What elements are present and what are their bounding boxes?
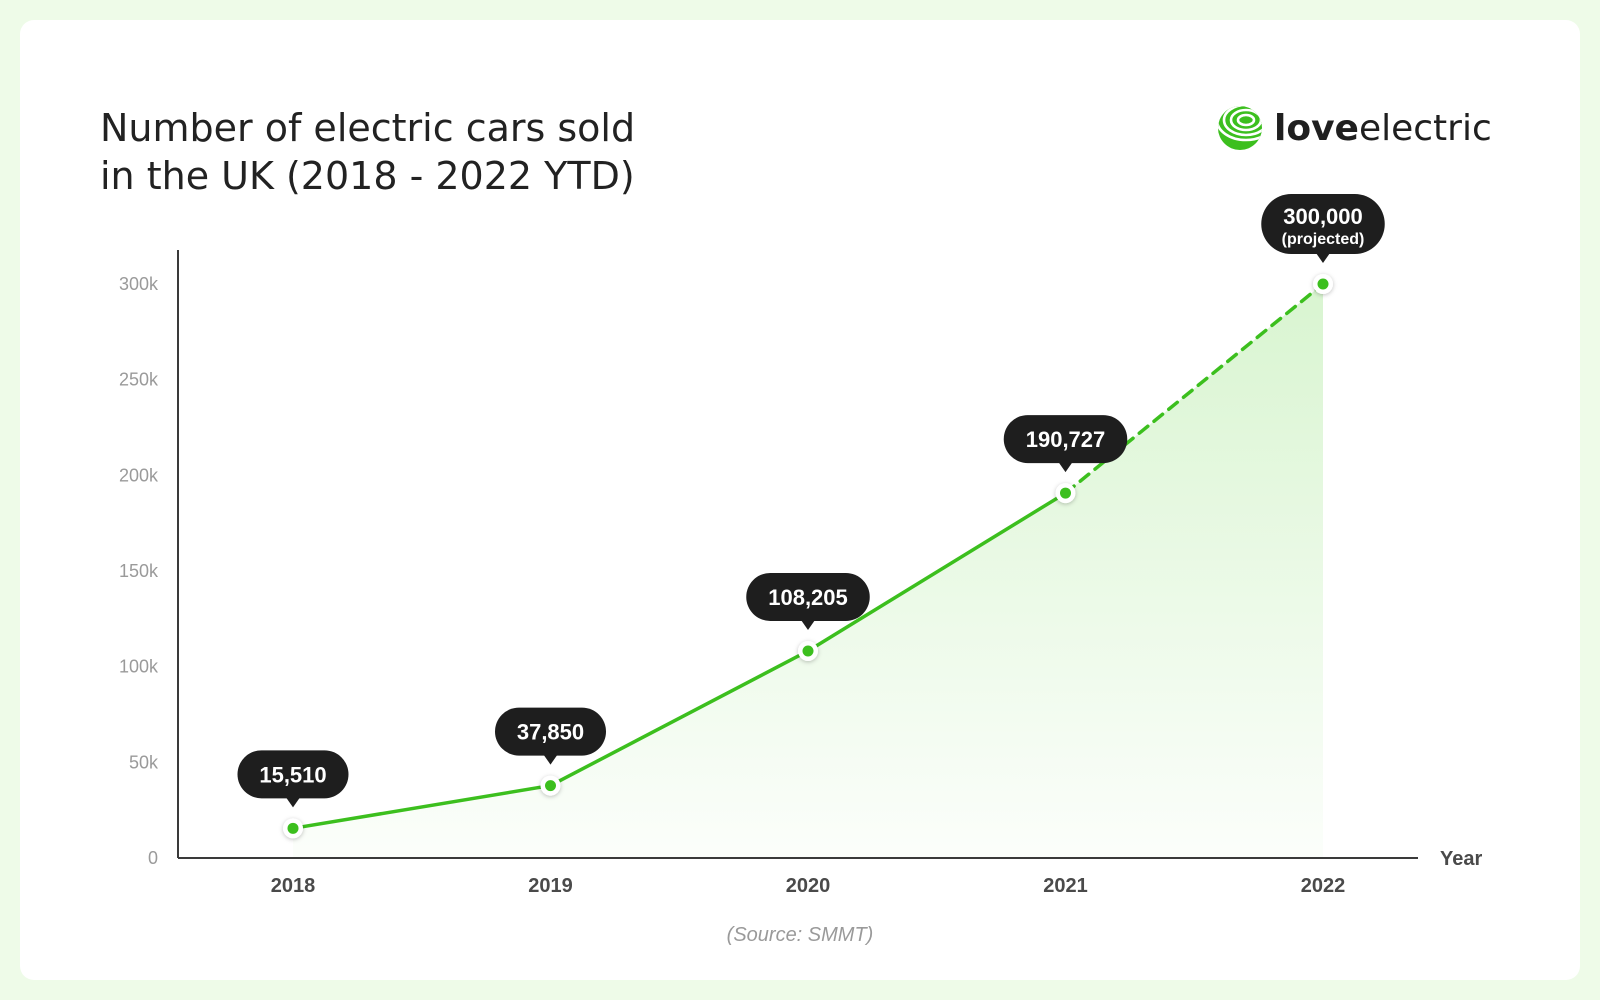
data-point-dot xyxy=(802,645,814,657)
data-label-bubble: 108,205 xyxy=(746,572,870,630)
bubble-body xyxy=(1003,415,1128,464)
logo-wordmark: loveelectric xyxy=(1274,108,1492,149)
y-tick-label: 200k xyxy=(119,465,159,485)
bubble-body xyxy=(746,572,870,621)
y-tick-label: 50k xyxy=(129,752,159,772)
bubble-pointer xyxy=(1316,253,1330,263)
data-label: 37,850 xyxy=(517,720,584,745)
area-fill xyxy=(293,284,1323,858)
data-label: 190,727 xyxy=(1026,427,1106,452)
x-axis-title: Year xyxy=(1440,848,1482,870)
bubble-pointer xyxy=(1058,462,1073,473)
data-point-dot xyxy=(1060,487,1071,499)
data-label-bubble: 37,850 xyxy=(495,707,606,765)
data-point xyxy=(283,818,303,839)
data-point-dot xyxy=(545,780,556,792)
y-tick-label: 150k xyxy=(119,561,159,581)
data-label: 108,205 xyxy=(768,585,848,610)
data-label: 15,510 xyxy=(259,762,326,787)
y-tick-label: 0 xyxy=(148,848,158,868)
data-point xyxy=(540,775,561,796)
bubble-pointer xyxy=(801,619,815,630)
y-tick-label: 250k xyxy=(119,370,159,390)
x-tick-label: 2019 xyxy=(528,875,573,897)
chart-title-line2: in the UK (2018 - 2022 YTD) xyxy=(100,154,635,198)
series-segment xyxy=(291,783,553,831)
bubble-pointer xyxy=(543,754,558,765)
source-note: (Source: SMMT) xyxy=(726,924,874,946)
bubble-pointer xyxy=(286,797,300,808)
bubble-body xyxy=(1261,194,1385,254)
logo-word-love: love xyxy=(1274,107,1359,149)
logo-word-electric: electric xyxy=(1358,107,1492,149)
y-tick-label: 100k xyxy=(119,657,159,677)
bubble-body xyxy=(495,707,606,756)
data-point xyxy=(798,640,818,661)
series-segment xyxy=(548,649,810,788)
data-label-bubble: 190,727 xyxy=(1003,415,1128,473)
data-point-dot xyxy=(287,822,299,834)
bubble-body xyxy=(237,750,349,799)
projected-note: (projected) xyxy=(1282,231,1365,248)
data-label-bubble: 15,510 xyxy=(237,750,349,808)
data-point-dot xyxy=(1317,278,1329,290)
chart-title-line1: Number of electric cars sold xyxy=(100,106,636,150)
series-segment xyxy=(806,491,1068,653)
x-tick-label: 2018 xyxy=(271,875,316,897)
data-point xyxy=(1055,483,1076,504)
x-tick-label: 2021 xyxy=(1043,875,1088,897)
x-tick-label: 2022 xyxy=(1301,875,1346,897)
brand-logo: loveelectric xyxy=(1216,104,1492,152)
globe-icon xyxy=(1218,106,1262,150)
x-tick-label: 2020 xyxy=(786,875,831,897)
chart-title: Number of electric cars sold in the UK (… xyxy=(100,104,820,200)
data-label: 300,000 xyxy=(1283,204,1363,229)
data-point xyxy=(1313,274,1333,294)
data-label-bubble: 300,000 (projected) xyxy=(1261,194,1385,263)
y-tick-label: 300k xyxy=(119,274,159,294)
